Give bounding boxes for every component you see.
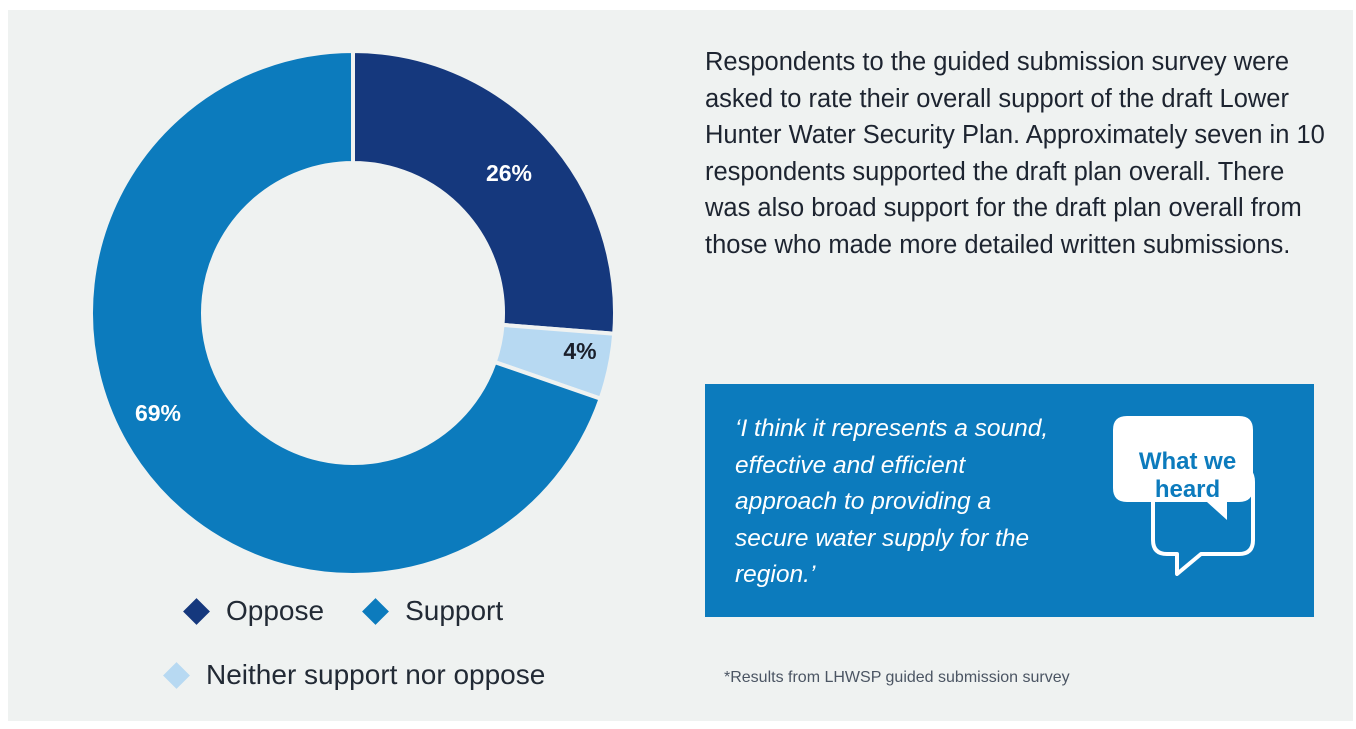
speech-bubbles-icon <box>1113 416 1255 576</box>
slice-label-support: 69% <box>135 400 181 426</box>
what-we-heard-label: What we heard <box>1138 448 1237 503</box>
legend-item-oppose: Oppose <box>183 595 324 627</box>
neither-diamond-icon <box>163 661 190 689</box>
slice-support <box>89 48 604 577</box>
oppose-diamond-icon <box>183 597 210 625</box>
legend-item-support: Support <box>362 595 503 627</box>
quote-text: ‘I think it represents a sound, effectiv… <box>735 415 1049 588</box>
legend-label-oppose: Oppose <box>226 595 325 626</box>
legend-label-neither: Neither support nor oppose <box>206 659 546 690</box>
donut-chart: 26% 4% 69% <box>89 48 617 577</box>
slice-label-neither-support-nor-oppose: 4% <box>563 338 596 364</box>
legend-row-1: Oppose Support <box>183 595 541 627</box>
legend-row-2: Neither support nor oppose <box>163 659 583 691</box>
legend-item-neither: Neither support nor oppose <box>163 659 545 691</box>
slice-oppose <box>351 48 617 336</box>
support-diamond-icon <box>362 597 390 625</box>
footnote: *Results from LHWSP guided submission su… <box>724 669 1070 686</box>
description-text: Respondents to the guided submission sur… <box>705 48 1325 259</box>
infographic-panel: 26% 4% 69% Oppose Support Neither support … <box>8 10 1353 721</box>
what-we-heard-box: ‘I think it represents a sound, effectiv… <box>705 384 1314 617</box>
legend-label-support: Support <box>405 595 504 626</box>
slice-label-oppose: 26% <box>486 160 532 186</box>
